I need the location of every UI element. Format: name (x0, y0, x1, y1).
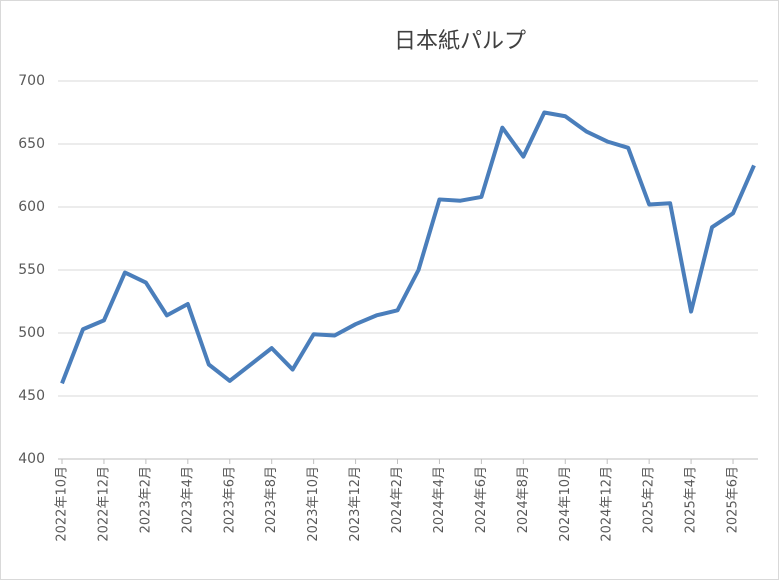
y-tick-label: 450 (18, 388, 45, 404)
x-tick-label: 2025年4月 (684, 466, 699, 533)
y-tick-label: 700 (18, 73, 45, 89)
x-tick-label: 2024年10月 (558, 466, 573, 542)
x-tick-label: 2024年6月 (474, 466, 489, 533)
x-tick-label: 2023年10月 (306, 466, 321, 542)
x-tick-label: 2023年4月 (180, 466, 195, 533)
x-tick-label: 2023年12月 (348, 466, 363, 542)
y-tick-label: 650 (18, 136, 45, 152)
y-tick-label: 400 (18, 451, 45, 467)
x-tick-label: 2025年6月 (726, 466, 741, 533)
x-tick-label: 2022年12月 (96, 466, 111, 542)
x-tick-label: 2024年2月 (390, 466, 405, 533)
y-tick-label: 500 (18, 325, 45, 341)
x-tick-label: 2024年4月 (432, 466, 447, 533)
x-tick-label: 2023年2月 (138, 466, 153, 533)
x-tick-label: 2023年8月 (264, 466, 279, 533)
y-tick-label: 600 (18, 199, 45, 215)
x-tick-label: 2023年6月 (222, 466, 237, 533)
y-tick-label: 550 (18, 262, 45, 278)
x-tick-label: 2022年10月 (55, 466, 70, 542)
x-tick-label: 2024年8月 (516, 466, 531, 533)
x-tick-label: 2025年2月 (642, 466, 657, 533)
chart-title: 日本紙パルプ (394, 29, 526, 54)
x-tick-label: 2024年12月 (600, 466, 615, 542)
line-series (60, 110, 756, 385)
